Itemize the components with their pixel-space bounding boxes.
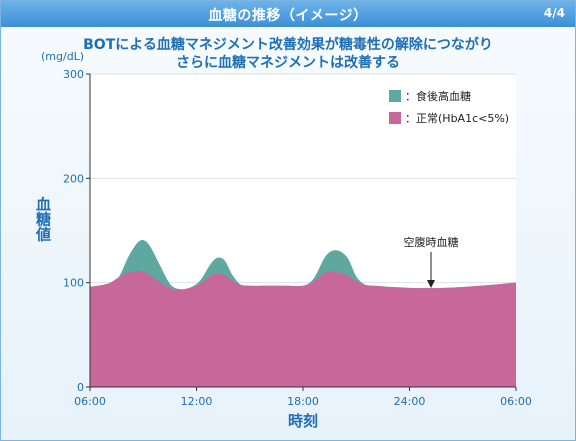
- axis-layer: [86, 73, 517, 391]
- x-tick-label: 12:00: [181, 395, 213, 408]
- legend-label-postprandial: ：食後高血糖: [405, 89, 471, 103]
- x-tick-label: 06:00: [74, 395, 106, 408]
- page-indicator: 4/4: [543, 6, 565, 20]
- y-tick-label: 300: [63, 68, 84, 81]
- x-axis-title: 時刻: [288, 412, 318, 430]
- headline-line-2: さらに血糖マネジメントは改善する: [176, 54, 400, 71]
- tick-label-layer: 0 100 200 300 06:00 12:00 18:00 24:00 06:00: [63, 68, 532, 408]
- legend-text-postprandial: 食後高血糖: [416, 89, 471, 103]
- page-title: 血糖の推移（イメージ）: [208, 8, 368, 24]
- legend-swatch-normal: [389, 112, 401, 124]
- y-tick-label: 100: [63, 277, 84, 290]
- area-layer: [90, 240, 516, 387]
- legend-label-normal: ：正常(HbA1c<5%): [405, 112, 509, 125]
- fasting-annotation: 空腹時血糖: [404, 235, 459, 288]
- legend-swatch-postprandial: [389, 90, 401, 102]
- y-tick-label: 200: [63, 172, 84, 185]
- y-tick-label: 0: [77, 381, 84, 394]
- legend-colon: ：: [405, 112, 416, 125]
- x-tick-label: 18:00: [287, 395, 319, 408]
- annotation-arrow-head: [427, 280, 435, 288]
- legend-colon: ：: [405, 90, 416, 103]
- y-axis-title: 血糖値: [34, 196, 52, 243]
- header-bar: 血糖の推移（イメージ） 4/4: [1, 1, 575, 27]
- x-tick-label: 24:00: [394, 395, 426, 408]
- legend: ：食後高血糖 ：正常(HbA1c<5%): [389, 89, 509, 125]
- annotation-label: 空腹時血糖: [404, 235, 459, 249]
- x-tick-label: 06:00: [500, 395, 532, 408]
- legend-text-normal: 正常(HbA1c<5%): [416, 112, 509, 125]
- y-unit-label: (mg/dL): [41, 50, 84, 63]
- series-area-normal: [90, 271, 516, 387]
- headline-line-1: BOTによる血糖マネジメント改善効果が糖毒性の解除につながり: [83, 36, 493, 53]
